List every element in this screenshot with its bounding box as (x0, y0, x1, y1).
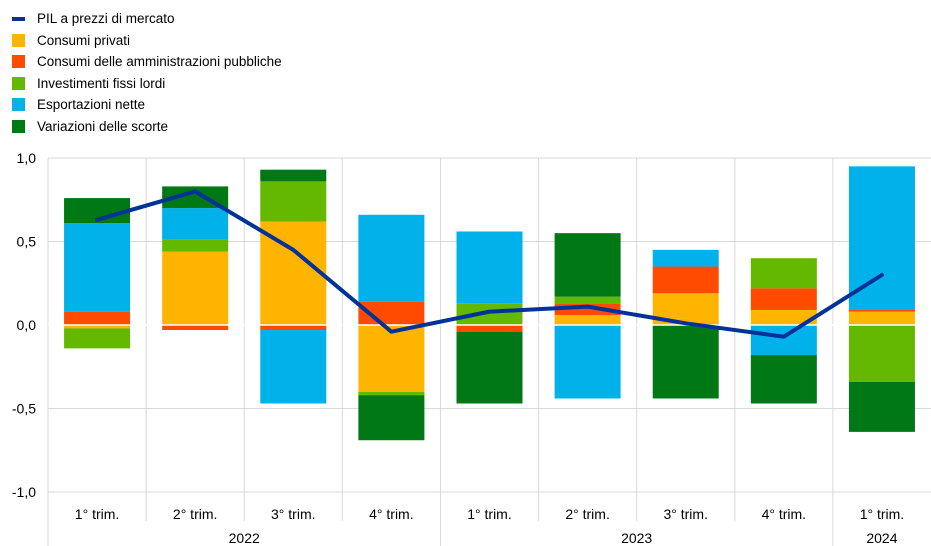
bar-segment (554, 296, 621, 304)
legend-swatch (12, 33, 25, 47)
bar-segment (456, 231, 523, 304)
bar-segment (64, 328, 131, 349)
bar-segment (162, 325, 229, 331)
bar-segment (456, 303, 523, 325)
bar-segment (456, 331, 523, 404)
bar-segment (554, 314, 621, 325)
x-category-label: 3° trim. (271, 506, 316, 522)
bar-segment (848, 325, 915, 382)
bar-segment (750, 258, 817, 289)
legend-item-consumi-pa: Consumi delle amministrazioni pubbliche (12, 51, 282, 73)
legend-label: Consumi delle amministrazioni pubbliche (37, 54, 282, 70)
legend-label: Consumi privati (37, 32, 131, 48)
bar-segment (64, 311, 131, 325)
x-category-label: 4° trim. (369, 506, 414, 522)
bar-segment (652, 325, 719, 399)
x-category-label: 1° trim. (75, 506, 120, 522)
bar-segment (358, 391, 425, 396)
legend-label: Investimenti fissi lordi (37, 75, 166, 91)
y-tick-label: -1,0 (12, 484, 36, 500)
bar-segment (750, 288, 817, 310)
legend: PIL a prezzi di mercato Consumi privati … (12, 8, 282, 137)
bar-segment (162, 208, 229, 240)
legend-item-pil: PIL a prezzi di mercato (12, 8, 282, 30)
bar-segment (358, 395, 425, 441)
x-year-label: 2023 (621, 530, 652, 546)
legend-swatch (12, 98, 25, 112)
bar-segment (260, 169, 327, 182)
legend-label: Esportazioni nette (37, 97, 146, 113)
y-tick-label: 0,0 (17, 317, 37, 333)
bar-segment (652, 266, 719, 294)
legend-swatch (12, 119, 25, 133)
legend-item-consumi-privati: Consumi privati (12, 30, 282, 52)
bar-segment (162, 251, 229, 325)
legend-swatch (12, 76, 25, 90)
bar-segment (260, 325, 327, 331)
x-category-label: 1° trim. (467, 506, 512, 522)
bar-segment (358, 325, 425, 392)
bar-segment (848, 166, 915, 310)
bar-segment (848, 311, 915, 325)
bar-segment (260, 330, 327, 404)
x-category-label: 3° trim. (663, 506, 708, 522)
bar-segment (750, 309, 817, 325)
bar-segment (554, 233, 621, 297)
x-category-label: 1° trim. (860, 506, 905, 522)
x-category-label: 2° trim. (565, 506, 610, 522)
bar-segment (652, 249, 719, 267)
gdp-line (95, 189, 884, 339)
legend-label: PIL a prezzi di mercato (37, 11, 175, 27)
x-category-label: 4° trim. (762, 506, 807, 522)
bar-segment (848, 381, 915, 432)
x-year-label: 2024 (866, 530, 897, 546)
bar-segment (750, 325, 817, 356)
bar-segment (554, 303, 621, 315)
legend-line-swatch (12, 16, 25, 21)
bar-segment (750, 355, 817, 404)
x-category-label: 2° trim. (173, 506, 218, 522)
legend-item-esportazioni: Esportazioni nette (12, 94, 282, 116)
y-tick-label: 1,0 (17, 150, 37, 166)
bar-segment (358, 214, 425, 302)
legend-label: Variazioni delle scorte (37, 118, 169, 134)
bar-segment (848, 309, 915, 312)
bar-segment (260, 181, 327, 222)
legend-item-investimenti: Investimenti fissi lordi (12, 73, 282, 95)
legend-item-scorte: Variazioni delle scorte (12, 116, 282, 138)
x-year-label: 2022 (229, 530, 260, 546)
bar-segment (456, 325, 523, 332)
bar-segment (554, 325, 621, 399)
y-tick-label: -0,5 (12, 401, 36, 417)
bar-segment (162, 239, 229, 252)
legend-swatch (12, 55, 25, 69)
bar-segment (64, 325, 131, 329)
y-tick-label: 0,5 (17, 234, 37, 250)
bar-segment (64, 223, 131, 312)
